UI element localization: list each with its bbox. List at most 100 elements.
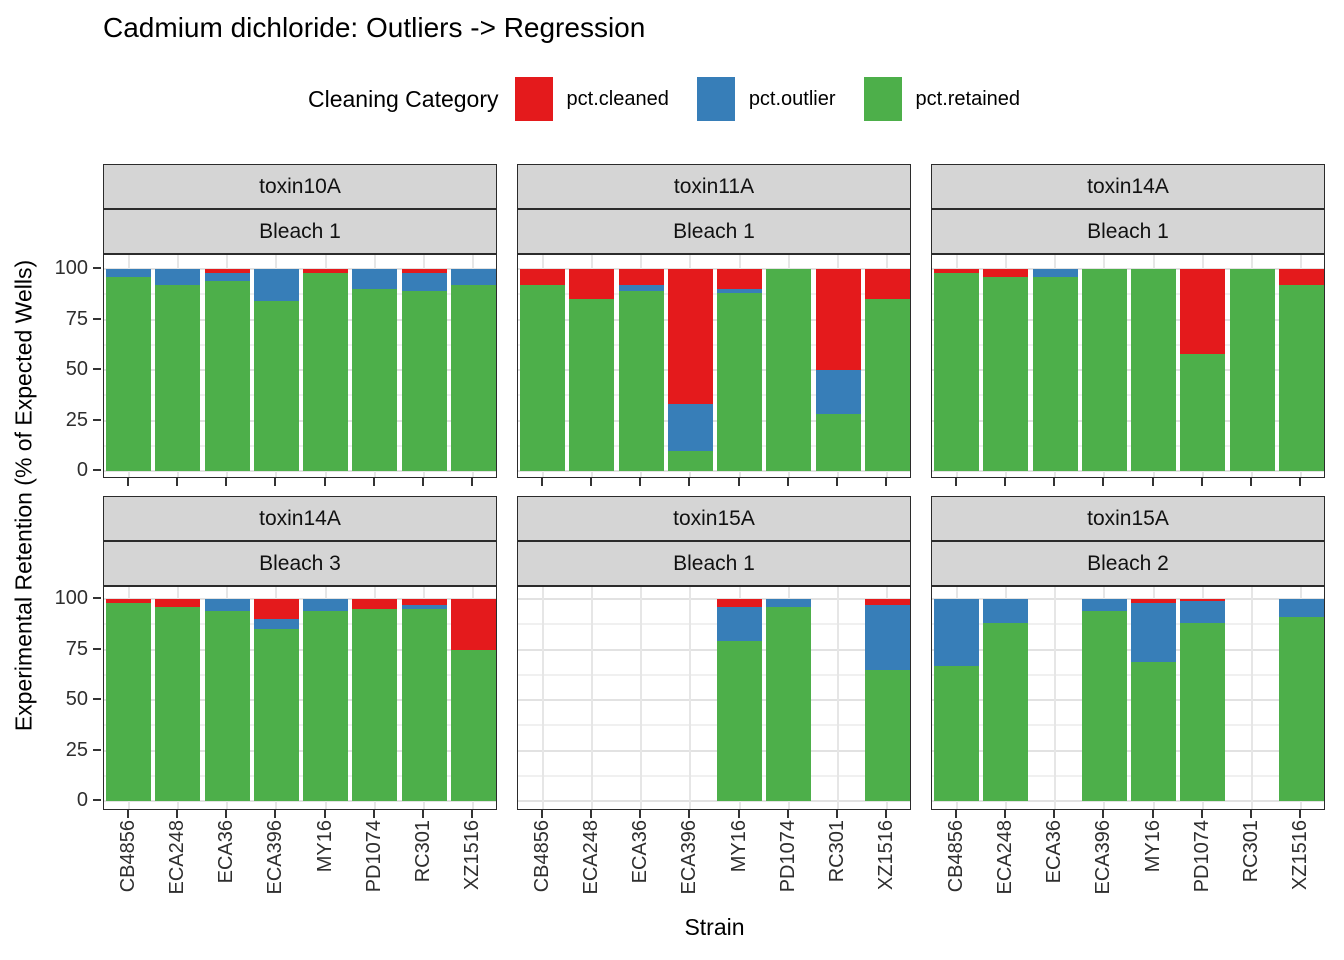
- x-tick: [1053, 810, 1056, 818]
- x-category-label: CB4856: [116, 820, 139, 893]
- bar-segment-pct.cleaned: [1180, 269, 1226, 354]
- bar-segment-pct.retained: [204, 281, 250, 471]
- x-category-label: ECA36: [1043, 820, 1066, 884]
- facet-panel: [931, 254, 1325, 478]
- bar-segment-pct.outlier: [1180, 601, 1226, 624]
- y-tick-label: 25: [65, 738, 88, 761]
- legend-label: pct.outlier: [748, 87, 836, 110]
- facet-panel: [517, 586, 911, 810]
- gridline-minor: [518, 623, 910, 626]
- x-category-label: MY16: [727, 820, 750, 873]
- gridline-major: [104, 268, 496, 270]
- gridline-minor: [932, 444, 1324, 447]
- x-tick: [126, 478, 129, 486]
- bar-segment-pct.outlier: [303, 599, 349, 612]
- y-tick-label: 0: [76, 459, 88, 481]
- x-tick: [540, 810, 543, 818]
- gridline-minor: [932, 623, 1324, 626]
- gridline-major: [932, 419, 1324, 422]
- bar-segment-pct.outlier: [618, 285, 664, 292]
- gridline-minor: [518, 673, 910, 676]
- y-tick: [93, 368, 101, 370]
- bar-segment-pct.outlier: [204, 273, 250, 282]
- bar-segment-pct.retained: [1131, 269, 1177, 471]
- gridline-major: [932, 800, 1324, 802]
- y-tick: [93, 698, 101, 700]
- x-tick: [422, 810, 425, 818]
- gridline-minor: [518, 724, 910, 727]
- bar-segment-pct.retained: [934, 665, 980, 801]
- bar-segment-pct.outlier: [401, 605, 447, 610]
- gridline-major: [104, 648, 496, 651]
- gridline-vertical: [1054, 587, 1057, 809]
- gridline-major: [932, 699, 1324, 701]
- bar-segment-pct.outlier: [1131, 603, 1177, 662]
- bar-segment-pct.cleaned: [155, 599, 201, 608]
- x-category-label: XZ1516: [461, 820, 484, 891]
- bar-segment-pct.retained: [352, 289, 398, 471]
- bar-segment-pct.outlier: [815, 370, 861, 415]
- x-tick: [1053, 478, 1056, 486]
- bar-segment-pct.retained: [450, 285, 496, 471]
- facet-panel: [103, 254, 497, 478]
- bar-segment-pct.cleaned: [1278, 269, 1324, 286]
- bar-segment-pct.retained: [155, 607, 201, 801]
- x-category-label: ECA36: [215, 820, 238, 884]
- gridline-minor: [104, 774, 496, 777]
- y-tick-label: 75: [65, 307, 88, 330]
- x-tick: [688, 478, 691, 486]
- bar-segment-pct.outlier: [106, 269, 152, 278]
- gridline-major: [104, 800, 496, 802]
- x-category-label: ECA248: [579, 820, 602, 895]
- facet-panel: [517, 254, 911, 478]
- legend-label: pct.cleaned: [566, 87, 669, 110]
- bar-segment-pct.cleaned: [1131, 599, 1177, 604]
- bar-segment-pct.cleaned: [352, 599, 398, 610]
- x-category-label: RC301: [412, 820, 435, 883]
- gridline-minor: [518, 444, 910, 447]
- bar-segment-pct.retained: [253, 629, 299, 801]
- x-tick: [1151, 810, 1154, 818]
- legend-items: pct.cleaned pct.outlier pct.retained: [514, 77, 1049, 121]
- bar-segment-pct.cleaned: [717, 599, 763, 608]
- bar-segment-pct.outlier: [1278, 599, 1324, 618]
- bar-segment-pct.outlier: [253, 269, 299, 302]
- gridline-minor: [932, 774, 1324, 777]
- gridline-major: [104, 419, 496, 422]
- gridline-major: [104, 318, 496, 321]
- gridline-major: [932, 598, 1324, 600]
- bar-segment-pct.retained: [450, 649, 496, 801]
- bar-segment-pct.cleaned: [106, 599, 152, 604]
- x-tick: [372, 810, 375, 818]
- gridline-minor: [932, 293, 1324, 296]
- bar-segment-pct.outlier: [352, 269, 398, 290]
- bar-segment-pct.retained: [1180, 353, 1226, 471]
- bar-segment-pct.cleaned: [864, 599, 910, 606]
- x-category-label: ECA396: [1092, 820, 1115, 895]
- x-tick: [737, 810, 740, 818]
- bar-segment-pct.outlier: [401, 273, 447, 292]
- bar-segment-pct.cleaned: [983, 269, 1029, 278]
- facet-strip-bleach: Bleach 1: [517, 541, 911, 586]
- x-tick: [126, 810, 129, 818]
- facet-strip-toxin: toxin14A: [931, 164, 1325, 209]
- y-tick: [93, 267, 101, 269]
- x-tick: [688, 810, 691, 818]
- x-tick: [323, 478, 326, 486]
- bar-segment-pct.outlier: [1032, 269, 1078, 278]
- bar-segment-pct.retained: [934, 273, 980, 471]
- x-category-label: XZ1516: [1289, 820, 1312, 891]
- bar-segment-pct.outlier: [983, 599, 1029, 624]
- y-tick: [93, 597, 101, 599]
- bar-segment-pct.retained: [1081, 269, 1127, 471]
- x-tick: [1299, 810, 1302, 818]
- x-category-label: ECA248: [165, 820, 188, 895]
- gridline-major: [932, 318, 1324, 321]
- gridline-major: [932, 648, 1324, 651]
- y-tick-label: 0: [76, 789, 88, 811]
- bar-segment-pct.cleaned: [1180, 599, 1226, 602]
- x-tick: [274, 478, 277, 486]
- facet-strip-bleach: Bleach 1: [931, 209, 1325, 254]
- bar-segment-pct.retained: [401, 291, 447, 471]
- x-category-label: ECA36: [629, 820, 652, 884]
